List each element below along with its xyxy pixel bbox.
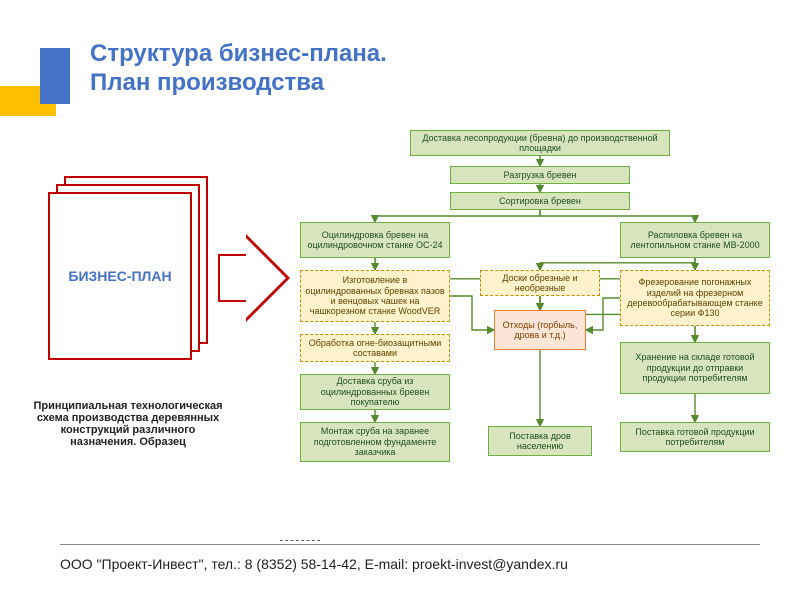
flow-node-n6: Изготовление в оцилиндрованных бревнах п…: [300, 270, 450, 322]
deco-blue-block: [40, 48, 70, 104]
flow-node-n2: Разгрузка бревен: [450, 166, 630, 184]
flow-node-n3: Сортировка бревен: [450, 192, 630, 210]
flowchart: Доставка лесопродукции (бревна) до произ…: [300, 130, 780, 530]
footer-contact: ООО "Проект-Инвест", тел.: 8 (8352) 58-1…: [60, 556, 780, 572]
flow-node-n1: Доставка лесопродукции (бревна) до произ…: [410, 130, 670, 156]
flow-node-n7: Доски обрезные и необрезные: [480, 270, 600, 296]
flow-node-n9: Отходы (горбыль, дрова и т.д.): [494, 310, 586, 350]
footer-divider: [60, 544, 760, 545]
page-title: Структура бизнес-плана. План производств…: [90, 40, 387, 98]
left-caption: Принципиальная технологическая схема про…: [28, 400, 228, 448]
flow-node-n13: Монтаж сруба на заранее подготовленном ф…: [300, 422, 450, 462]
flow-node-n5: Распиловка бревен на лентопильном станке…: [620, 222, 770, 258]
flow-node-n4: Оцилиндровка бревен на оцилиндровочном с…: [300, 222, 450, 258]
flow-node-n14: Поставка дров населению: [488, 426, 592, 456]
flow-node-n15: Поставка готовой продукции потребителям: [620, 422, 770, 452]
flow-node-n10: Обработка огне-биозащитными составами: [300, 334, 450, 362]
flow-node-n8: Фрезерование погонажных изделий на фрезе…: [620, 270, 770, 326]
title-line1: Структура бизнес-плана.: [90, 40, 387, 67]
card-label: БИЗНЕС-ПЛАН: [50, 268, 190, 284]
card-front: БИЗНЕС-ПЛАН: [48, 192, 192, 360]
footer-dash: [280, 540, 320, 541]
flow-node-n12: Доставка сруба из оцилиндрованных бревен…: [300, 374, 450, 410]
flow-node-n11: Хранение на складе готовой продукции до …: [620, 342, 770, 394]
title-line2: План производства: [90, 69, 324, 96]
